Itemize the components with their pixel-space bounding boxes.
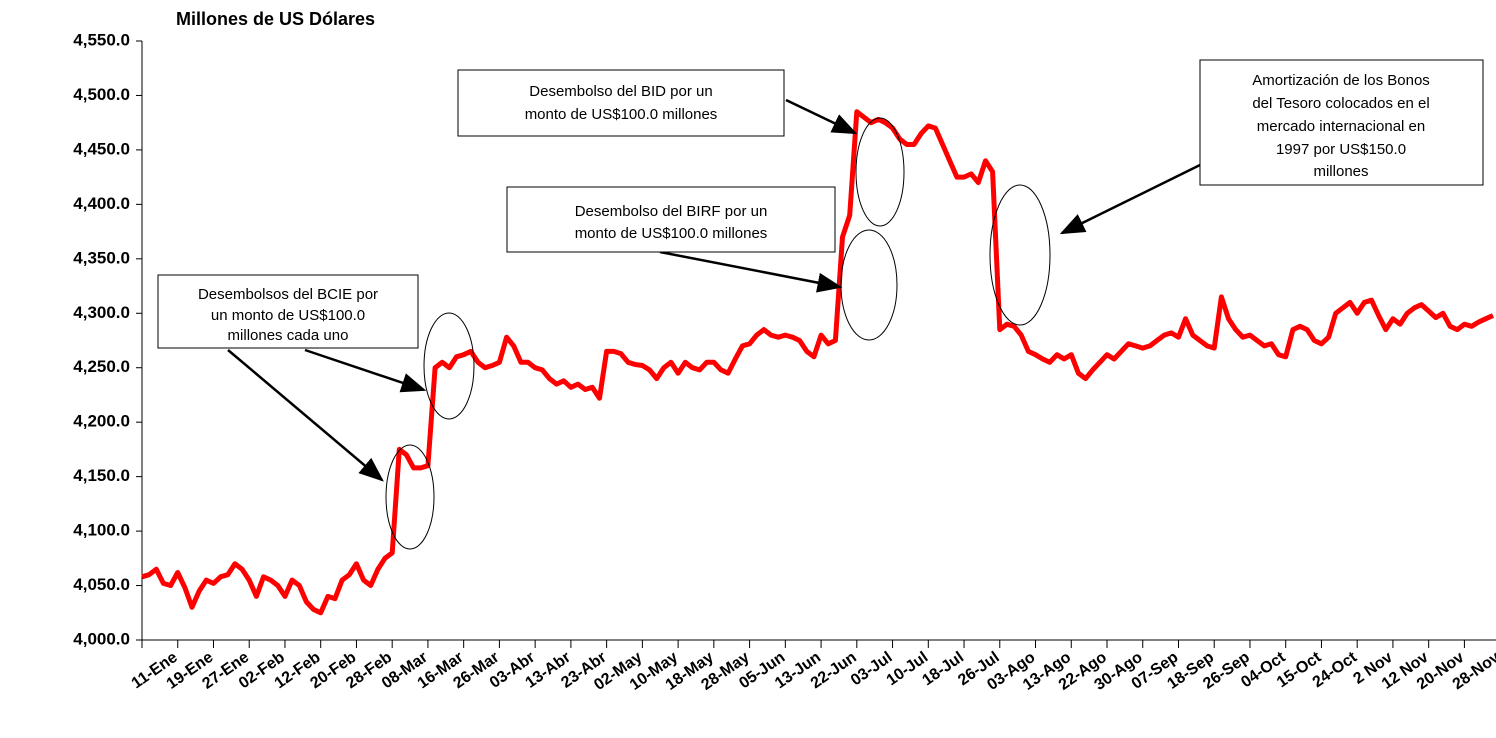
y-tick-label: 4,250.0: [73, 357, 130, 376]
ellipse: [423, 312, 475, 420]
annotation-text: Desembolsos del BCIE por: [198, 286, 378, 303]
annotation-text: millones cada uno: [228, 327, 349, 344]
ellipse: [840, 229, 898, 341]
annotation-box: [457, 69, 785, 137]
annotation-text: del Tesoro colocados en el: [1252, 95, 1429, 112]
ellipse: [855, 117, 905, 227]
y-tick-label: 4,150.0: [73, 466, 130, 485]
y-tick-label: 4,550.0: [73, 30, 130, 49]
annotation-text: monto de US$100.0 millones: [575, 225, 768, 242]
annotation-text: mercado internacional en: [1257, 118, 1425, 135]
arrow: [304, 348, 427, 393]
y-tick-label: 4,450.0: [73, 139, 130, 158]
annotation-text: un monto de US$100.0: [211, 307, 365, 324]
annotation-text: Desembolso del BIRF por un: [575, 203, 768, 220]
y-tick-label: 4,200.0: [73, 412, 130, 431]
y-tick-label: 4,300.0: [73, 303, 130, 322]
data-line: [141, 109, 1495, 616]
annotations: Desembolsos del BCIE por un monto de US$…: [157, 59, 1484, 550]
annotation-text: Desembolso del BID por un: [529, 83, 712, 100]
annotation-box: [506, 186, 836, 253]
annotation-box: [157, 274, 419, 349]
y-tick-label: 4,400.0: [73, 194, 130, 213]
y-tick-label: 4,000.0: [73, 629, 130, 648]
arrow: [659, 250, 843, 293]
y-tick-label: 4,100.0: [73, 521, 130, 540]
ellipse: [385, 444, 435, 550]
annotation-box: [1199, 59, 1484, 186]
annotation-text: monto de US$100.0 millones: [525, 106, 718, 123]
chart-title: Millones de US Dólares: [176, 9, 375, 29]
arrow: [785, 98, 858, 135]
annotation-text: Amortización de los Bonos: [1252, 72, 1430, 89]
annotation-text: 1997 por US$150.0: [1276, 141, 1406, 158]
arrow: [227, 349, 384, 482]
ellipse: [989, 184, 1051, 326]
arrow: [1059, 163, 1201, 235]
annotation-text: millones: [1313, 163, 1368, 180]
y-tick-label: 4,500.0: [73, 85, 130, 104]
y-tick-label: 4,050.0: [73, 575, 130, 594]
y-tick-label: 4,350.0: [73, 248, 130, 267]
